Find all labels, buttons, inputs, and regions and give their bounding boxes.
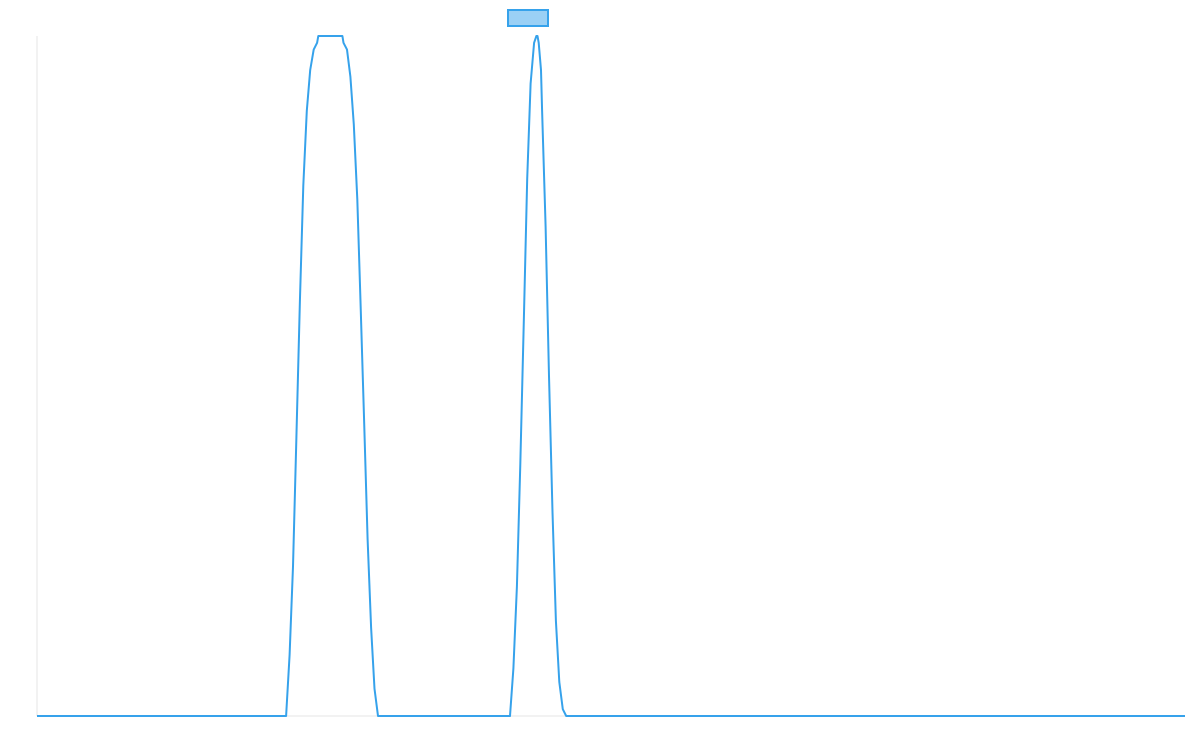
legend-swatch[interactable] — [507, 9, 549, 27]
legend[interactable] — [507, 9, 549, 27]
series-layer — [37, 35, 1185, 717]
series-line-0[interactable] — [37, 35, 1185, 717]
